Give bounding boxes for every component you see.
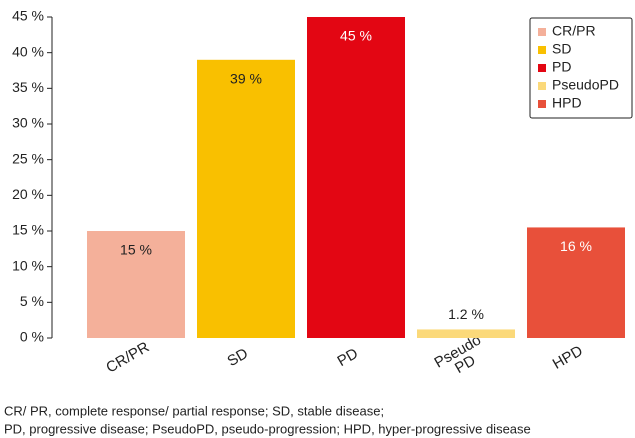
legend-label: HPD (552, 95, 582, 111)
legend-label: PseudoPD (552, 77, 619, 93)
value-label: 39 % (230, 71, 262, 87)
legend-swatch (538, 28, 546, 36)
x-tick-label: CR/PR (103, 338, 152, 376)
legend-label: PD (552, 59, 571, 75)
legend-label: SD (552, 41, 571, 57)
footnote: CR/ PR, complete response/ partial respo… (4, 403, 384, 418)
x-tick-label: HPD (550, 342, 586, 373)
y-tick-label: 0 % (20, 329, 44, 345)
value-label: 45 % (340, 28, 372, 44)
bar (197, 59, 295, 339)
legend-swatch (538, 64, 546, 72)
legend-swatch (538, 46, 546, 54)
footnote: PD, progressive disease; PseudoPD, pseud… (4, 421, 531, 436)
legend-box (529, 17, 633, 119)
y-tick-label: 30 % (12, 115, 44, 131)
bar (307, 17, 405, 338)
y-tick-label: 10 % (12, 257, 44, 273)
bar (87, 231, 185, 338)
y-tick-label: 40 % (12, 43, 44, 59)
legend-swatch (538, 82, 546, 90)
y-tick-label: 35 % (12, 79, 44, 95)
x-tick-label: PD (334, 345, 361, 370)
y-tick-label: 25 % (12, 150, 44, 166)
y-tick-label: 45 % (12, 8, 44, 24)
y-tick-label: 15 % (12, 222, 44, 238)
x-tick-label: PseudoPD (431, 331, 491, 384)
bar (417, 329, 515, 338)
y-tick-label: 20 % (12, 186, 44, 202)
value-label: 15 % (120, 242, 152, 258)
bar (527, 227, 625, 338)
value-label: 1.2 % (448, 306, 484, 322)
y-tick-label: 5 % (20, 293, 44, 309)
value-label: 16 % (560, 238, 592, 254)
legend-swatch (538, 100, 546, 108)
x-tick-label: SD (224, 345, 251, 370)
legend-label: CR/PR (552, 23, 596, 39)
